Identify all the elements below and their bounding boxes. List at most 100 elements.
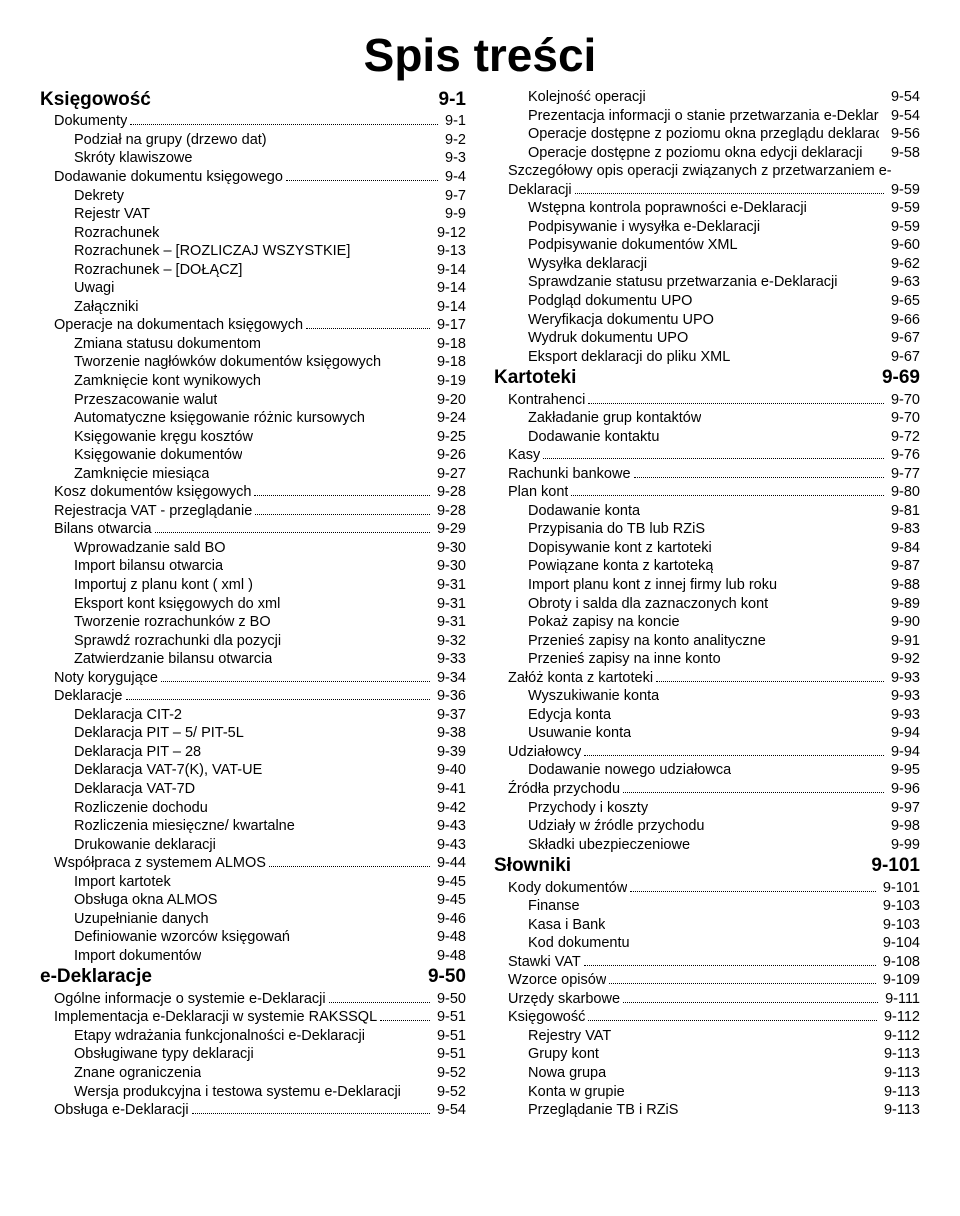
toc-page: 9-25 [433, 428, 466, 447]
page-title: Spis treści [40, 28, 920, 82]
toc-page: 9-101 [867, 854, 920, 878]
toc-label: Eksport deklaracji do pliku XML [528, 348, 730, 367]
toc-page: 9-67 [887, 329, 920, 348]
toc-page: 9-28 [433, 502, 466, 521]
toc-label: Rozliczenia miesięczne/ kwartalne [74, 817, 295, 836]
toc-label: Obsługa okna ALMOS [74, 891, 217, 910]
toc-entry: Przeszacowanie walut 9-20 [40, 391, 466, 410]
toc-entry: Podgląd dokumentu UPO 9-65 [494, 292, 920, 311]
toc-page: 9-45 [433, 891, 466, 910]
toc-label: Tworzenie nagłówków dokumentów księgowyc… [74, 353, 381, 372]
toc-label: Kartoteki [494, 366, 576, 390]
toc-entry: Zmiana statusu dokumentom9-18 [40, 335, 466, 354]
toc-page: 9-54 [433, 1101, 466, 1120]
toc-entry: Drukowanie deklaracji9-43 [40, 836, 466, 855]
toc-label: Księgowość [40, 88, 151, 112]
toc-entry: Rozrachunek9-12 [40, 224, 466, 243]
toc-entry: Zamknięcie miesiąca9-27 [40, 465, 466, 484]
toc-entry: Deklaracja VAT-7(K), VAT-UE9-40 [40, 761, 466, 780]
toc-label: Import dokumentów [74, 947, 201, 966]
toc-page: 9-65 [887, 292, 920, 311]
toc-label: Deklaracja PIT – 28 [74, 743, 201, 762]
toc-entry: Obsługa okna ALMOS 9-45 [40, 891, 466, 910]
toc-page: 9-93 [887, 687, 920, 706]
toc-entry: Definiowanie wzorców księgowań9-48 [40, 928, 466, 947]
toc-label: Dopisywanie kont z kartoteki [528, 539, 712, 558]
toc-label: Etapy wdrażania funkcjonalności e-Deklar… [74, 1027, 365, 1046]
toc-entry: Rozrachunek – [DOŁĄCZ]9-14 [40, 261, 466, 280]
toc-entry: Kody dokumentów9-101 [494, 879, 920, 898]
toc-page: 9-103 [879, 897, 920, 916]
toc-page: 9-36 [433, 687, 466, 706]
toc-page: 9-12 [433, 224, 466, 243]
toc-label: Przypisania do TB lub RZiS [528, 520, 705, 539]
toc-page: 9-99 [887, 836, 920, 855]
toc-entry: Deklaracja PIT – 289-39 [40, 743, 466, 762]
toc-label: Deklaracja VAT-7(K), VAT-UE [74, 761, 262, 780]
toc-entry: Usuwanie konta9-94 [494, 724, 920, 743]
toc-entry: Udziały w źródle przychodu 9-98 [494, 817, 920, 836]
toc-page: 9-98 [887, 817, 920, 836]
toc-page: 9-48 [433, 928, 466, 947]
toc-entry: Automatyczne księgowanie różnic kursowyc… [40, 409, 466, 428]
toc-label: Podgląd dokumentu UPO [528, 292, 692, 311]
toc-label: Uzupełnianie danych [74, 910, 209, 929]
toc-entry: Uwagi9-14 [40, 279, 466, 298]
toc-label: Sprawdź rozrachunki dla pozycji [74, 632, 281, 651]
toc-page: 9-4 [441, 168, 466, 187]
toc-page: 9-54 [887, 107, 920, 126]
toc-label: Rejestracja VAT - przeglądanie [54, 502, 252, 521]
toc-entry: Operacje na dokumentach księgowych9-17 [40, 316, 466, 335]
toc-label: Nowa grupa [528, 1064, 606, 1083]
toc-entry: Sprawdzanie statusu przetwarzania e-Dekl… [494, 273, 920, 292]
toc-entry: Implementacja e-Deklaracji w systemie RA… [40, 1008, 466, 1027]
toc-page: 9-20 [433, 391, 466, 410]
toc-entry: Eksport deklaracji do pliku XML9-67 [494, 348, 920, 367]
toc-label: Skróty klawiszowe [74, 149, 192, 168]
toc-label: Źródła przychodu [508, 780, 620, 799]
toc-entry: Kasy9-76 [494, 446, 920, 465]
toc-entry: Deklaracja PIT – 5/ PIT-5L9-38 [40, 724, 466, 743]
toc-label: Udziały w źródle przychodu [528, 817, 705, 836]
toc-label: Weryfikacja dokumentu UPO [528, 311, 714, 330]
toc-columns: Księgowość9-1Dokumenty9-1Podział na grup… [40, 88, 920, 1120]
toc-page: 9-66 [887, 311, 920, 330]
toc-page: 9-52 [433, 1064, 466, 1083]
toc-entry: Składki ubezpieczeniowe9-99 [494, 836, 920, 855]
toc-page: 9-111 [881, 990, 920, 1009]
toc-label: Operacje dostępne z poziomu okna edycji … [528, 144, 863, 163]
toc-page: 9-59 [887, 199, 920, 218]
toc-label: Podpisywanie i wysyłka e-Deklaracji [528, 218, 760, 237]
toc-label: Rozrachunek – [ROZLICZAJ WSZYSTKIE] [74, 242, 350, 261]
toc-page: 9-80 [887, 483, 920, 502]
toc-page: 9-50 [424, 965, 466, 989]
toc-entry: Współpraca z systemem ALMOS9-44 [40, 854, 466, 873]
toc-page: 9-70 [887, 409, 920, 428]
toc-page: 9-51 [433, 1027, 466, 1046]
toc-entry: Zamknięcie kont wynikowych9-19 [40, 372, 466, 391]
toc-entry: Rozliczenia miesięczne/ kwartalne9-43 [40, 817, 466, 836]
toc-label: Podpisywanie dokumentów XML [528, 236, 738, 255]
toc-page: 9-14 [433, 298, 466, 317]
toc-label: Finanse [528, 897, 580, 916]
toc-entry: Kartoteki9-69 [494, 366, 920, 390]
toc-entry: Znane ograniczenia9-52 [40, 1064, 466, 1083]
toc-page: 9-1 [441, 112, 466, 131]
toc-entry: Weryfikacja dokumentu UPO 9-66 [494, 311, 920, 330]
toc-entry: Rozliczenie dochodu9-42 [40, 799, 466, 818]
toc-entry: Edycja konta9-93 [494, 706, 920, 725]
toc-page: 9-58 [887, 144, 920, 163]
toc-label: Słowniki [494, 854, 571, 878]
toc-label: Deklaracja CIT-2 [74, 706, 182, 725]
toc-entry: Stawki VAT9-108 [494, 953, 920, 972]
toc-label: Przeszacowanie walut [74, 391, 217, 410]
toc-page: 9-51 [433, 1045, 466, 1064]
toc-label: Zatwierdzanie bilansu otwarcia [74, 650, 272, 669]
toc-label: Zamknięcie miesiąca [74, 465, 209, 484]
toc-entry: Zatwierdzanie bilansu otwarcia9-33 [40, 650, 466, 669]
toc-page: 9-30 [433, 539, 466, 558]
toc-column-right: Kolejność operacji9-54Prezentacja inform… [494, 88, 920, 1120]
toc-entry: Nowa grupa9-113 [494, 1064, 920, 1083]
toc-page: 9-93 [887, 706, 920, 725]
toc-page: 9-113 [880, 1083, 920, 1102]
